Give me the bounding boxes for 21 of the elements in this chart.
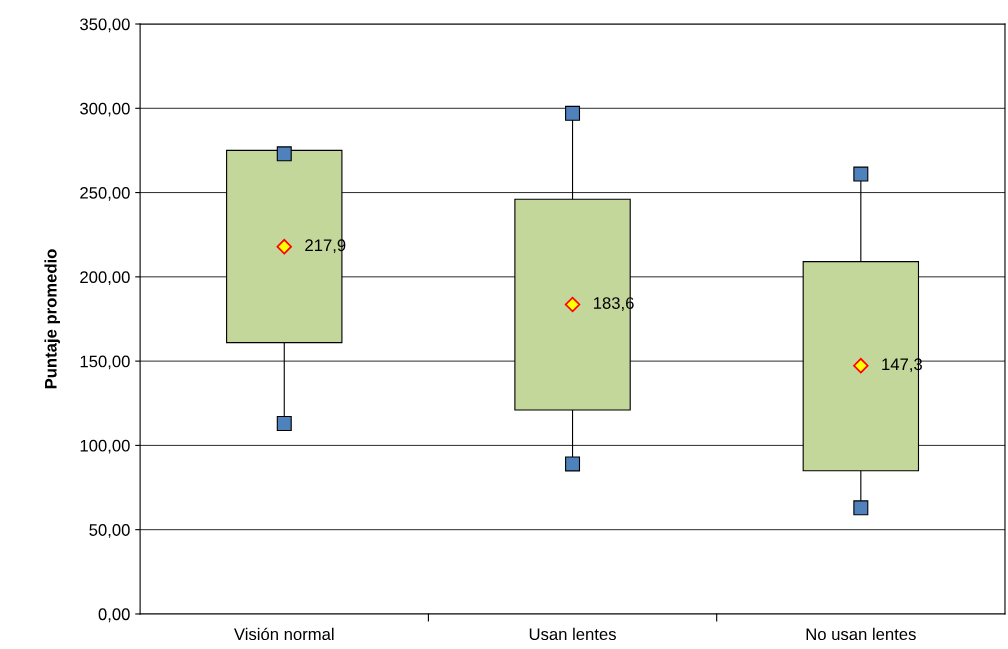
point [276, 415, 292, 431]
point [564, 296, 581, 313]
point [853, 500, 869, 516]
point [276, 146, 292, 162]
point [565, 456, 581, 472]
y-tick-label: 200,00 [80, 271, 130, 286]
y-tick-label: 150,00 [80, 355, 130, 370]
x-tick-label: No usan lentes [806, 627, 916, 641]
y-tick-label: 250,00 [80, 186, 130, 201]
point [565, 105, 581, 121]
x-tick-label: Usan lentes [529, 627, 616, 641]
y-tick-label: 100,00 [80, 439, 130, 454]
point [853, 357, 869, 374]
y-tick-label: 350,00 [80, 18, 130, 33]
x-tick-label: Visión normal [233, 627, 334, 641]
y-axis-title: Puntaje promedio [44, 249, 60, 389]
y-tick-label: 0,00 [98, 608, 130, 623]
point [276, 238, 292, 255]
point [853, 166, 869, 182]
y-tick-label: 50,00 [89, 524, 130, 538]
y-tick-label: 300,00 [80, 102, 130, 117]
